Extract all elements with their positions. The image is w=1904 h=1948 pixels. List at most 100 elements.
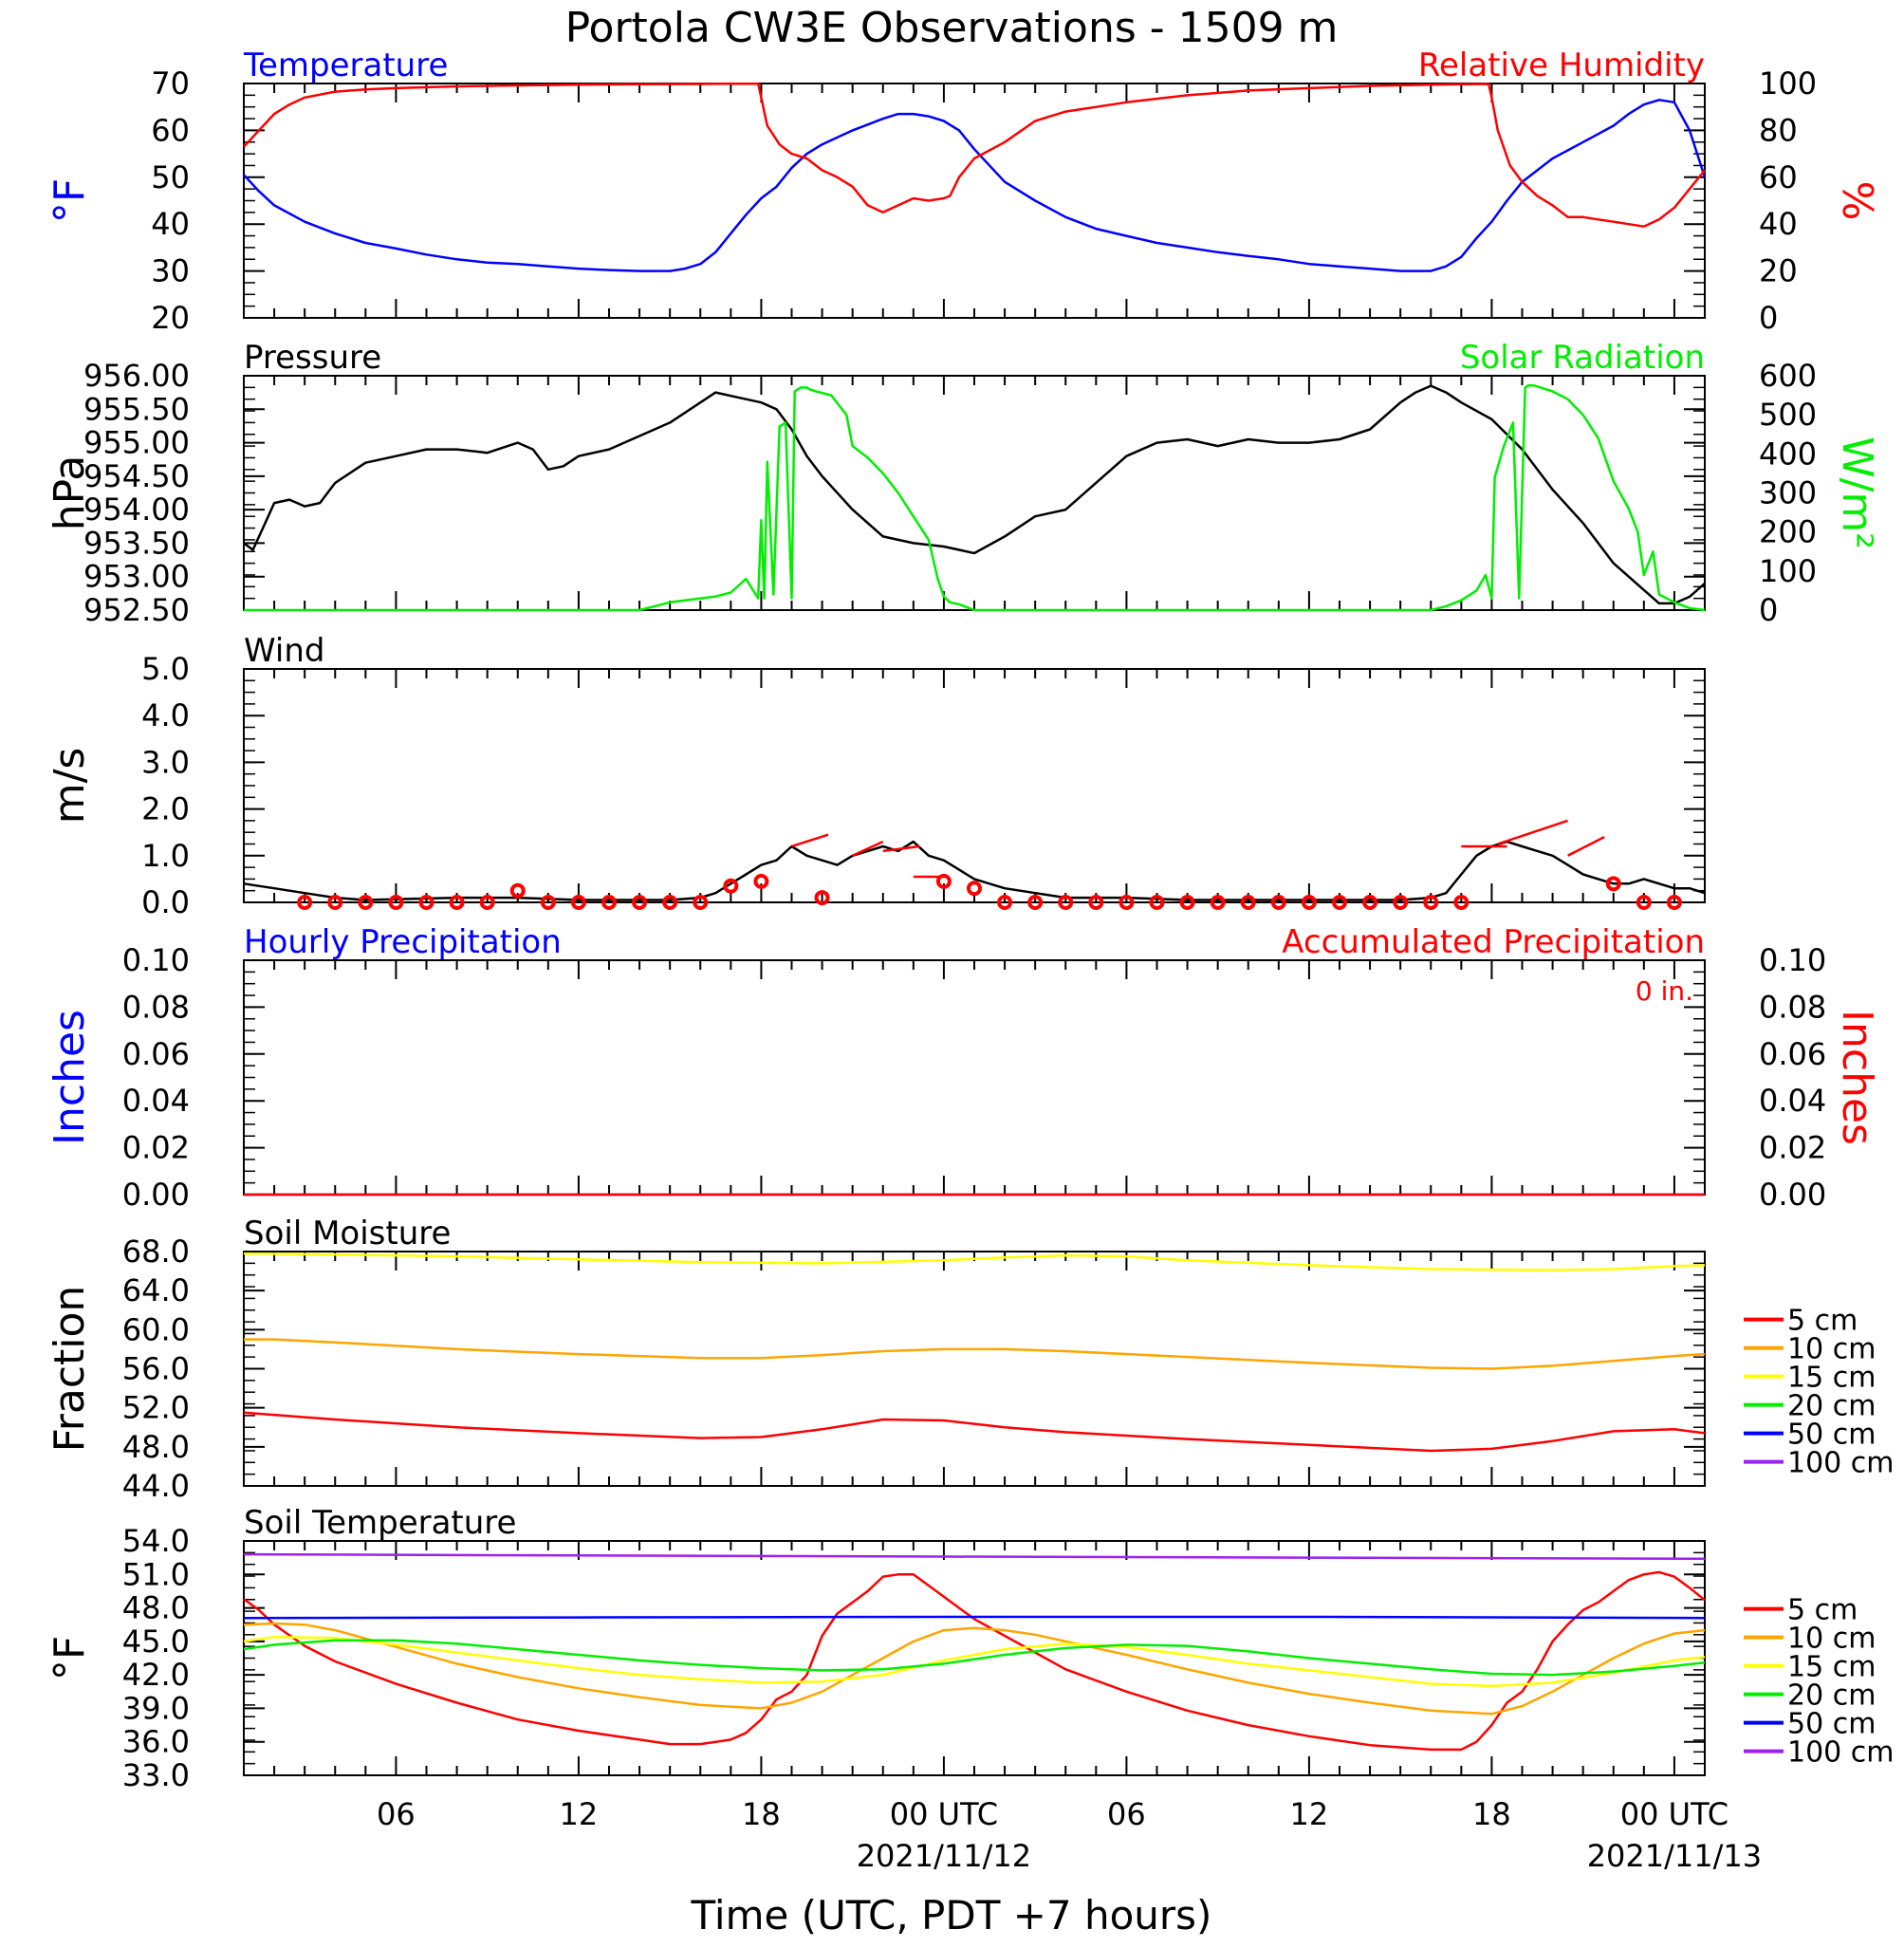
- left-tick-label: 4.0: [141, 697, 190, 733]
- series-line: [243, 1635, 1706, 1688]
- wind-barb: [1497, 819, 1569, 845]
- left-tick-label: 60.0: [122, 1311, 190, 1347]
- x-tick-label: 06: [1107, 1796, 1146, 1832]
- left-tick-label: 0.02: [122, 1130, 190, 1166]
- wind-marker: [418, 895, 434, 910]
- left-tick-label: 0.00: [122, 1177, 190, 1213]
- wind-marker: [1453, 895, 1470, 910]
- panel-right-title: Solar Radiation: [1460, 339, 1705, 377]
- right-tick-label: 100: [1759, 65, 1817, 102]
- right-axis-label: W/m²: [1833, 436, 1881, 549]
- left-tick-label: 56.0: [122, 1351, 190, 1387]
- panel-left-title: Soil Temperature: [244, 1504, 516, 1542]
- right-tick-label: 0: [1759, 300, 1778, 336]
- wind-marker: [509, 882, 526, 899]
- x-tick-label: 00 UTC: [890, 1796, 998, 1832]
- wind-marker: [693, 895, 709, 910]
- panel-left-title: Wind: [244, 632, 324, 670]
- x-tick-label: 06: [377, 1796, 416, 1832]
- series-line: [243, 1570, 1706, 1752]
- series-line: [243, 99, 1707, 272]
- right-tick-label: 60: [1759, 159, 1798, 195]
- left-tick-label: 48.0: [122, 1590, 190, 1626]
- panel-left-title: Soil Moisture: [244, 1215, 451, 1252]
- left-tick-label: 50: [151, 159, 190, 195]
- left-tick-label: 33.0: [122, 1757, 190, 1793]
- left-tick-label: 953.50: [83, 525, 190, 561]
- left-axis-label: °F: [46, 1636, 94, 1680]
- wind-marker: [967, 881, 982, 897]
- wind-marker: [723, 878, 739, 894]
- wind-marker: [1393, 895, 1409, 910]
- panel-frame: [243, 959, 1706, 1196]
- x-date-label: 2021/11/12: [857, 1838, 1031, 1874]
- wind-marker: [327, 895, 343, 910]
- right-tick-label: 0.00: [1759, 1177, 1826, 1213]
- panel-soil_temperature: 33.036.039.042.045.048.051.054.0 Soil Tem…: [46, 1504, 1895, 1793]
- legend-label: 20 cm: [1787, 1390, 1876, 1423]
- left-tick-label: 953.00: [83, 559, 190, 595]
- panel-temp_rh: 20 30 40 50 60 70 0 20 40 60 80 100 Temperature Relat…: [46, 46, 1881, 336]
- left-tick-label: 42.0: [122, 1657, 190, 1693]
- panel-left-title: Hourly Precipitation: [244, 923, 562, 961]
- panel-annotation: 0 in.: [1636, 975, 1693, 1007]
- series-line: [244, 384, 1706, 612]
- wind-barb: [882, 844, 920, 853]
- panel-right-title: Accumulated Precipitation: [1282, 923, 1705, 961]
- x-tick-label: 12: [1290, 1796, 1329, 1832]
- right-axis-label: Inches: [1833, 1010, 1881, 1145]
- series-line: [243, 1552, 1706, 1561]
- right-tick-label: 0: [1759, 592, 1778, 628]
- x-axis: 06 12 18 00 UTC 2021/11/12 06 12 18 00 UTC 2021/1…: [377, 1796, 1762, 1874]
- wind-marker: [1058, 895, 1074, 910]
- left-axis-label: Fraction: [46, 1286, 94, 1453]
- x-tick-label: 18: [1472, 1796, 1511, 1832]
- wind-marker: [1088, 895, 1104, 910]
- wind-marker: [632, 895, 648, 910]
- series-line: [244, 1338, 1706, 1370]
- left-tick-label: 30: [151, 253, 190, 289]
- wind-marker: [814, 890, 830, 906]
- x-tick-label: 12: [560, 1796, 599, 1832]
- panel-frame: [243, 83, 1706, 319]
- panel-left-title: Pressure: [244, 339, 381, 377]
- left-tick-label: 39.0: [122, 1690, 190, 1726]
- wind-marker: [1423, 895, 1439, 910]
- x-date-label: 2021/11/13: [1587, 1838, 1762, 1874]
- wind-marker: [1636, 895, 1652, 910]
- right-tick-label: 0.08: [1759, 989, 1826, 1025]
- right-tick-label: 600: [1759, 358, 1817, 394]
- wind-marker: [1332, 895, 1347, 910]
- series-line: [243, 840, 1706, 901]
- left-tick-label: 44.0: [122, 1468, 190, 1504]
- right-tick-label: 20: [1759, 253, 1798, 289]
- left-tick-label: 5.0: [141, 651, 190, 687]
- left-tick-label: 954.50: [83, 458, 190, 494]
- right-tick-label: 0.04: [1759, 1083, 1826, 1119]
- left-tick-label: 0.08: [122, 989, 190, 1025]
- series-line: [243, 1252, 1706, 1271]
- series-line: [243, 1615, 1706, 1620]
- right-tick-label: 0.06: [1759, 1036, 1826, 1072]
- wind-barb: [1567, 836, 1605, 857]
- wind-marker: [1362, 895, 1378, 910]
- left-tick-label: 45.0: [122, 1623, 190, 1660]
- left-tick-label: 0.0: [141, 884, 190, 920]
- left-tick-label: 60: [151, 112, 190, 148]
- series-line: [243, 1622, 1706, 1716]
- wind-barb: [852, 840, 884, 857]
- left-tick-label: 1.0: [141, 838, 190, 874]
- panel-precip: 0.00 0.02 0.04 0.06 0.08 0.10 0.00 0.02 0.04 0.06…: [46, 923, 1881, 1213]
- legend-label: 20 cm: [1787, 1679, 1876, 1713]
- legend-label: 10 cm: [1787, 1623, 1876, 1656]
- wind-marker: [1210, 895, 1226, 910]
- left-tick-label: 955.00: [83, 425, 190, 461]
- wind-marker: [570, 895, 586, 910]
- left-tick-label: 20: [151, 300, 190, 336]
- legend-label: 50 cm: [1787, 1419, 1876, 1452]
- legend-label: 50 cm: [1787, 1708, 1876, 1741]
- wind-marker: [1240, 895, 1256, 910]
- left-tick-label: 51.0: [122, 1556, 190, 1592]
- wind-marker: [1270, 895, 1286, 910]
- wind-marker: [662, 895, 678, 910]
